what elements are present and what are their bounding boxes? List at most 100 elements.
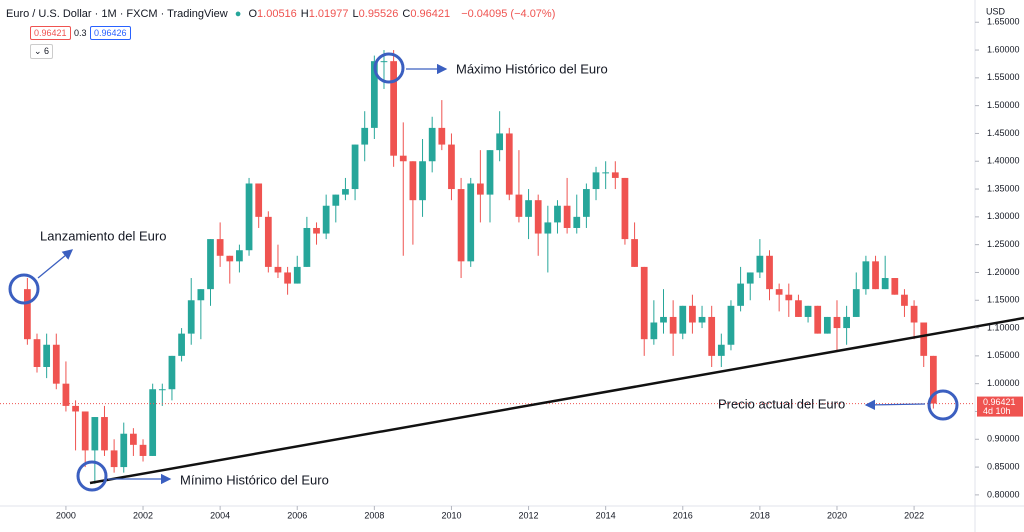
candle-body <box>592 172 600 190</box>
candle-body <box>101 417 108 451</box>
indicators-toggle[interactable]: ⌄ 6 <box>30 44 54 59</box>
indicator-count: 6 <box>44 46 50 56</box>
y-tick-label: 1.50000 <box>987 100 1020 110</box>
candle-body <box>255 183 263 217</box>
buy-button[interactable]: 0.96426 <box>90 26 131 40</box>
candle-body <box>611 172 619 178</box>
candle-body <box>814 305 822 334</box>
currency: USD <box>986 6 1006 16</box>
arrow <box>864 399 926 411</box>
x-tick-label: 2018 <box>750 510 770 520</box>
candle-body <box>534 200 542 234</box>
arrows <box>37 63 926 485</box>
candle-body <box>746 272 754 284</box>
x-tick-label: 2002 <box>133 510 153 520</box>
candle-body <box>795 300 802 317</box>
candle-body <box>823 316 831 334</box>
candle-body <box>284 272 291 284</box>
candle-body <box>496 133 504 151</box>
ohlc-key: H <box>300 8 309 20</box>
annotation: Máximo Histórico del Euro <box>456 61 608 76</box>
candle-body <box>717 344 725 356</box>
countdown: 4d 10h <box>983 406 1011 416</box>
candle-body <box>833 316 841 329</box>
candle-body <box>293 266 301 284</box>
candle-body <box>428 127 436 162</box>
ohlc-key: L <box>352 8 359 20</box>
candle-body <box>438 127 446 145</box>
candle-body <box>303 227 311 267</box>
y-tick-label: 1.20000 <box>987 267 1020 277</box>
candle-body <box>399 155 407 162</box>
candle-body <box>476 183 484 195</box>
y-tick-label: 1.45000 <box>987 128 1020 138</box>
candle-body <box>843 316 850 329</box>
x-tick-label: 2020 <box>827 510 847 520</box>
candle-body <box>689 305 696 323</box>
candle-body <box>708 316 716 356</box>
circle <box>373 52 405 84</box>
candle-body <box>322 205 330 234</box>
circle <box>76 460 108 492</box>
candle-body <box>891 278 899 295</box>
candle-body <box>756 255 764 273</box>
y-tick-label: 1.60000 <box>987 44 1020 54</box>
x-tick-label: 2014 <box>596 510 616 520</box>
candle-body <box>698 316 706 323</box>
y-tick-label: 1.35000 <box>987 183 1020 193</box>
x-tick-label: 2022 <box>904 510 924 520</box>
arrow <box>37 249 74 279</box>
circle <box>8 273 40 305</box>
y-tick-label: 1.40000 <box>987 156 1020 166</box>
candle-body <box>62 383 70 406</box>
x-tick-label: 2006 <box>287 510 307 520</box>
candle-body <box>342 189 349 195</box>
candle-body <box>448 144 455 190</box>
symbol: Euro / U.S. Dollar · 1M · FXCM · Trading… <box>6 8 228 20</box>
x-tick-label: 2010 <box>441 510 461 520</box>
sell-button[interactable]: 0.96421 <box>30 26 71 40</box>
annotation: Mínimo Histórico del Euro <box>180 472 329 487</box>
dot: ● <box>234 8 242 20</box>
candle-body <box>583 189 590 217</box>
candle-body <box>187 300 195 334</box>
candle-body <box>264 216 272 267</box>
candle-body <box>332 194 340 206</box>
trendline <box>89 316 1024 485</box>
candle-body <box>515 194 523 217</box>
candle-body <box>669 316 677 334</box>
candle-body <box>72 405 79 412</box>
candle-body <box>640 266 648 340</box>
candle-body <box>390 61 397 156</box>
candle-body <box>910 305 918 323</box>
candle-body <box>737 283 744 306</box>
candle-body <box>380 61 388 63</box>
ohlc: O1.00516 H1.01977 L0.95526 C0.96421 <box>248 8 454 20</box>
y-tick-label: 1.10000 <box>987 322 1020 332</box>
candle-body <box>168 355 176 390</box>
candle-body <box>91 417 99 451</box>
candle-body <box>419 161 426 201</box>
candle-body <box>486 150 494 195</box>
candle-body <box>23 289 31 340</box>
candle-body <box>361 127 369 145</box>
ohlc-key: C <box>402 8 411 20</box>
y-tick-label: 1.30000 <box>987 211 1020 221</box>
y-tick-label: 1.55000 <box>987 72 1020 82</box>
y-tick-label: 1.25000 <box>987 239 1020 249</box>
y-tick-label: 0.85000 <box>987 461 1020 471</box>
candle-body <box>544 222 552 234</box>
spread: 0.3 <box>74 28 87 38</box>
ohlc-value: 0.95526 <box>358 8 399 20</box>
candle-body <box>178 333 185 356</box>
y-tick-label: 1.00000 <box>987 378 1020 388</box>
candle-body <box>110 450 118 468</box>
candle-body <box>236 250 243 262</box>
ohlc-value: 1.01977 <box>308 8 349 20</box>
ohlc-value: 0.96421 <box>410 8 451 20</box>
candle-body <box>207 239 214 290</box>
last-price-label: 0.96421 <box>983 397 1016 407</box>
candle-body <box>929 355 937 404</box>
candle-body <box>505 133 513 195</box>
y-tick-label: 0.90000 <box>987 434 1020 444</box>
